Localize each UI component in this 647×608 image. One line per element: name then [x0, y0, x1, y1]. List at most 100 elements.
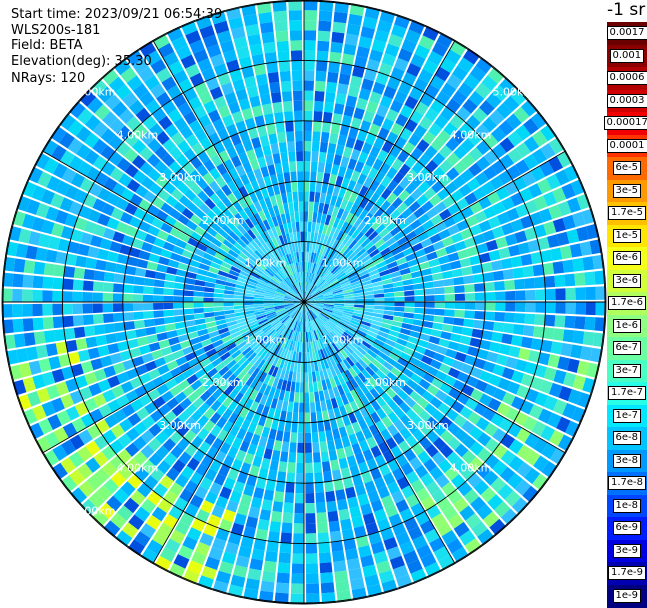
ray-gate	[268, 164, 276, 175]
ray-gate	[321, 451, 329, 462]
ray-gate	[292, 412, 298, 422]
ray-gate	[306, 513, 316, 523]
ray-gate	[13, 274, 24, 288]
ray-gate	[297, 362, 301, 372]
ring-label: 5.00km	[74, 504, 116, 517]
ray-gate	[413, 283, 424, 290]
ray-gate	[304, 60, 315, 70]
colorbar-tick-label: 0.0001	[607, 139, 647, 153]
ray-gate	[133, 303, 143, 311]
ray-gate	[295, 493, 304, 503]
ray-gate	[271, 143, 280, 154]
ray-gate	[282, 441, 290, 452]
ray-gate	[93, 304, 103, 314]
ray-gate	[139, 345, 151, 355]
ray-gate	[155, 325, 166, 333]
ring-label: 5.00km	[493, 86, 535, 99]
ray-gate	[22, 289, 32, 302]
ray-gate	[421, 327, 432, 335]
ray-gate	[251, 137, 261, 149]
ray-gate	[310, 171, 316, 182]
ray-gate	[584, 272, 595, 286]
ray-gate	[511, 335, 523, 346]
ray-gate	[533, 326, 544, 338]
ray-gate	[328, 62, 340, 73]
ray-gate	[322, 410, 329, 421]
ray-gate	[52, 291, 62, 302]
ray-gate	[285, 121, 294, 132]
ray-gate	[344, 446, 354, 458]
ray-gate	[513, 267, 524, 278]
ray-gate	[214, 311, 225, 316]
ray-gate	[84, 326, 95, 337]
ray-gate	[534, 277, 545, 289]
ray-gate	[304, 20, 317, 30]
ray-gate	[319, 552, 331, 563]
ray-gate	[305, 493, 314, 503]
ray-gate	[214, 293, 224, 298]
ray-gate	[453, 318, 464, 326]
ray-gate	[321, 582, 335, 593]
ray-gate	[316, 71, 327, 82]
ray-gate	[271, 92, 282, 103]
ray-gate	[321, 183, 328, 194]
ray-gate	[331, 32, 344, 44]
ray-gate	[278, 51, 290, 62]
ray-gate	[364, 298, 374, 301]
ray-gate	[316, 411, 323, 422]
ray-gate	[204, 287, 215, 293]
ray-gate	[263, 42, 276, 54]
colorbar-tick-label: 6e-5	[613, 161, 642, 175]
ray-gate	[94, 271, 105, 282]
ring-label: 2.00km	[202, 214, 244, 227]
ray-gate	[291, 584, 304, 594]
colorbar-tick-label: 3e-7	[613, 364, 642, 378]
ray-gate	[143, 295, 153, 302]
ray-gate	[173, 303, 183, 309]
ray-gate	[316, 61, 327, 72]
ray-gate	[317, 51, 329, 62]
ray-gate	[515, 302, 525, 312]
ray-gate	[346, 137, 356, 149]
ray-gate	[336, 93, 347, 105]
ray-gate	[184, 284, 195, 290]
ray-gate	[43, 277, 54, 289]
ray-gate	[284, 492, 294, 503]
ray-gate	[574, 273, 585, 286]
ray-gate	[565, 288, 575, 300]
ray-gate	[296, 141, 303, 151]
ray-gate	[269, 82, 280, 93]
ring-label: 1.00km	[322, 257, 364, 270]
ray-gate	[163, 310, 174, 317]
ray-gate	[83, 304, 93, 314]
ray-gate	[46, 250, 58, 263]
ray-gate	[104, 272, 115, 282]
ray-gate	[405, 296, 415, 301]
ray-gate	[274, 440, 282, 451]
ray-gate	[193, 297, 203, 302]
ray-gate	[144, 319, 155, 327]
ray-gate	[297, 171, 303, 181]
ray-gate	[304, 10, 317, 20]
ray-gate	[289, 161, 296, 172]
ray-gate	[434, 309, 445, 316]
ray-gate	[535, 302, 545, 313]
ray-gate	[364, 305, 374, 309]
ray-gate	[73, 304, 83, 315]
ray-gate	[224, 303, 234, 307]
ray-gate	[275, 163, 283, 174]
ray-gate	[135, 268, 146, 277]
ray-gate	[286, 472, 295, 483]
ray-gate	[535, 289, 545, 300]
ray-gate	[173, 296, 183, 302]
colorbar-tick-label: 1e-5	[613, 229, 642, 243]
ray-gate	[283, 502, 293, 513]
ray-gate	[329, 174, 337, 185]
ray-gate	[484, 282, 495, 291]
ray-gate	[214, 307, 224, 312]
ray-gate	[265, 551, 278, 562]
ray-gate	[183, 297, 193, 302]
ray-gate	[305, 372, 309, 382]
ray-gate	[174, 316, 185, 323]
ray-gate	[301, 252, 303, 262]
